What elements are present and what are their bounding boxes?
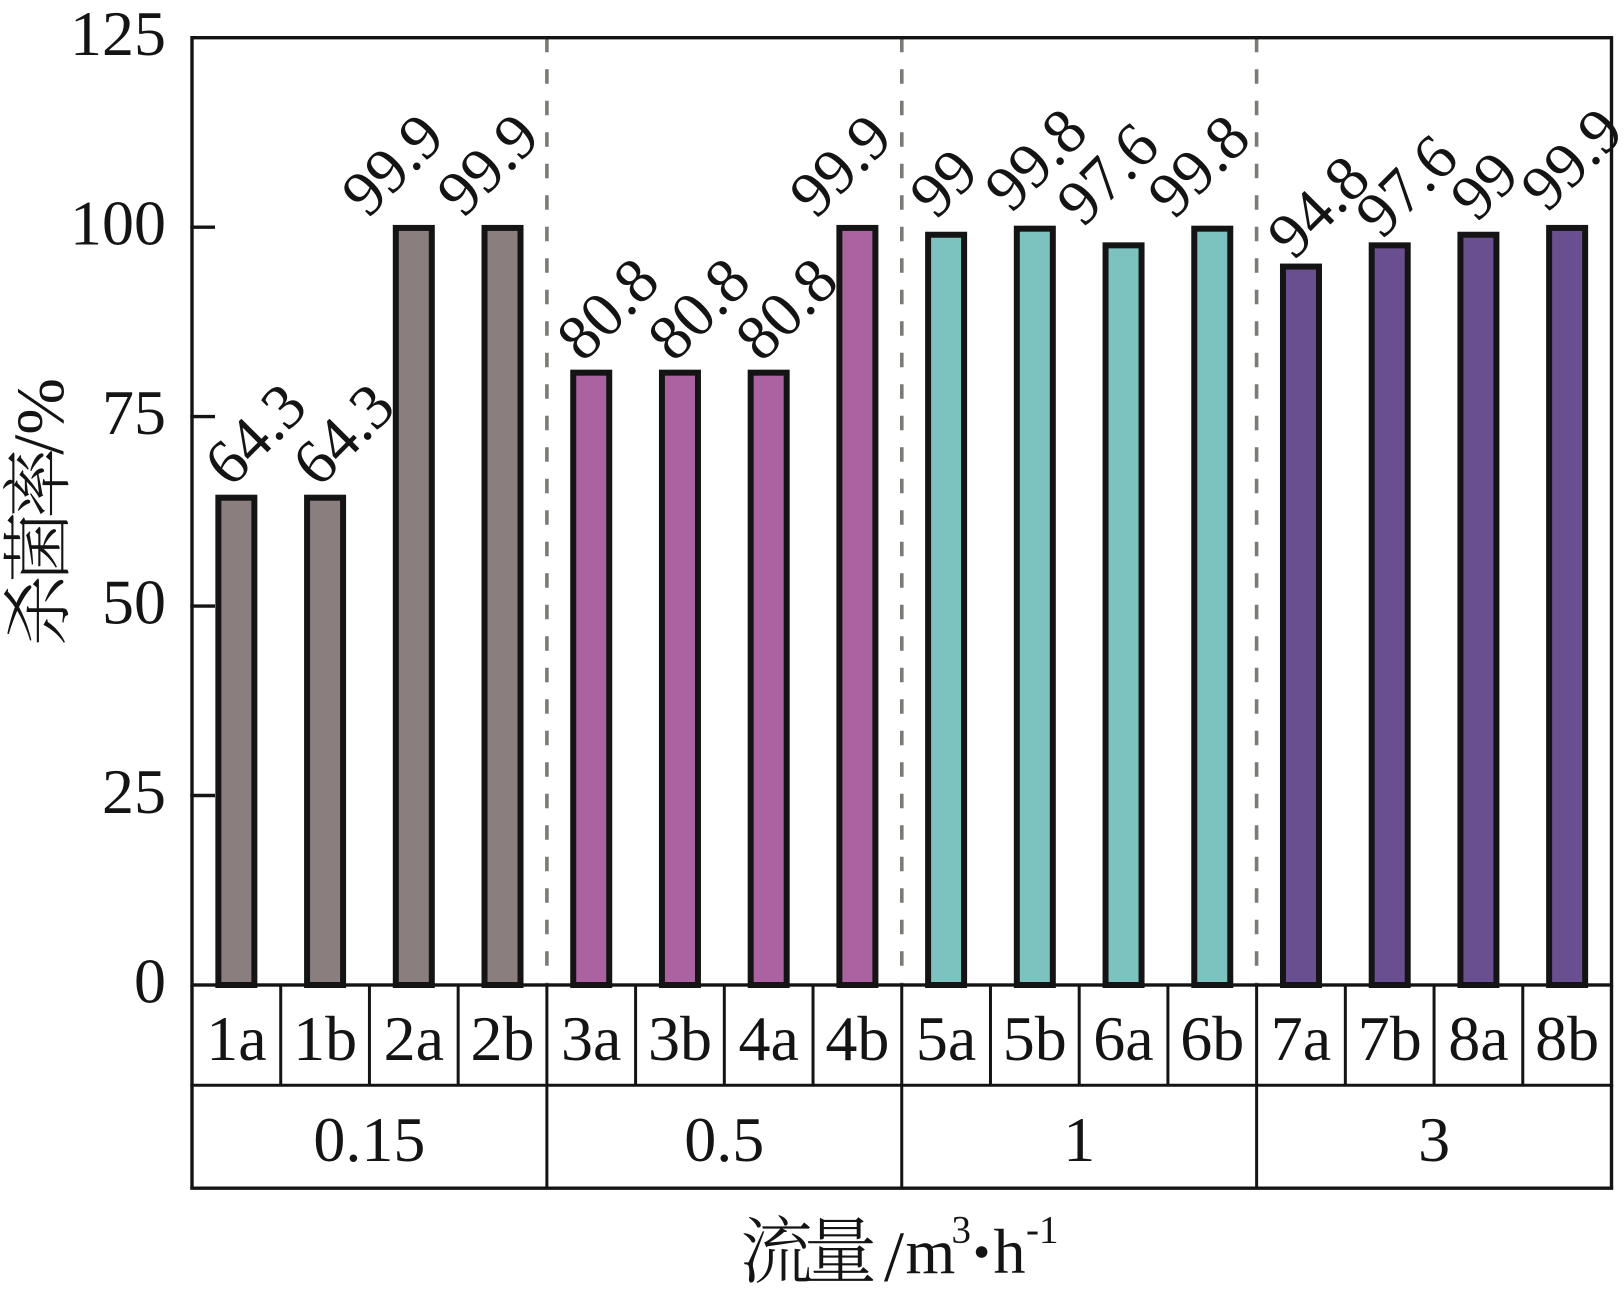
svg-text:75: 75 xyxy=(102,377,166,448)
svg-text:0.5: 0.5 xyxy=(684,1104,764,1175)
svg-text:3: 3 xyxy=(1418,1104,1450,1175)
svg-text:50: 50 xyxy=(102,567,166,638)
svg-text:5b: 5b xyxy=(1003,1003,1067,1074)
svg-text:7b: 7b xyxy=(1358,1003,1422,1074)
svg-text:8b: 8b xyxy=(1535,1003,1599,1074)
svg-text:2a: 2a xyxy=(384,1003,444,1074)
svg-text:1: 1 xyxy=(1063,1104,1095,1175)
svg-text:100: 100 xyxy=(70,188,166,259)
svg-text:3a: 3a xyxy=(561,1003,621,1074)
svg-text:5a: 5a xyxy=(916,1003,976,1074)
svg-text:1b: 1b xyxy=(293,1003,357,1074)
svg-text:125: 125 xyxy=(70,0,166,69)
svg-text:6b: 6b xyxy=(1180,1003,1244,1074)
svg-text:m: m xyxy=(906,1216,956,1287)
svg-text:h: h xyxy=(994,1216,1026,1287)
svg-text:0: 0 xyxy=(134,946,166,1017)
svg-text:4b: 4b xyxy=(825,1003,889,1074)
svg-text:6a: 6a xyxy=(1093,1003,1153,1074)
svg-text:0.15: 0.15 xyxy=(313,1104,425,1175)
svg-text:7a: 7a xyxy=(1271,1003,1331,1074)
svg-text:4a: 4a xyxy=(738,1003,798,1074)
svg-text:/: / xyxy=(884,1217,904,1292)
svg-text:2b: 2b xyxy=(471,1003,535,1074)
svg-text:/: / xyxy=(0,435,79,455)
svg-text:25: 25 xyxy=(102,756,166,827)
svg-text:3b: 3b xyxy=(648,1003,712,1074)
svg-text:%: % xyxy=(2,378,78,435)
svg-text:-1: -1 xyxy=(1026,1209,1059,1252)
svg-text:3: 3 xyxy=(952,1209,972,1252)
svg-text:8a: 8a xyxy=(1448,1003,1508,1074)
svg-text:1a: 1a xyxy=(206,1003,266,1074)
